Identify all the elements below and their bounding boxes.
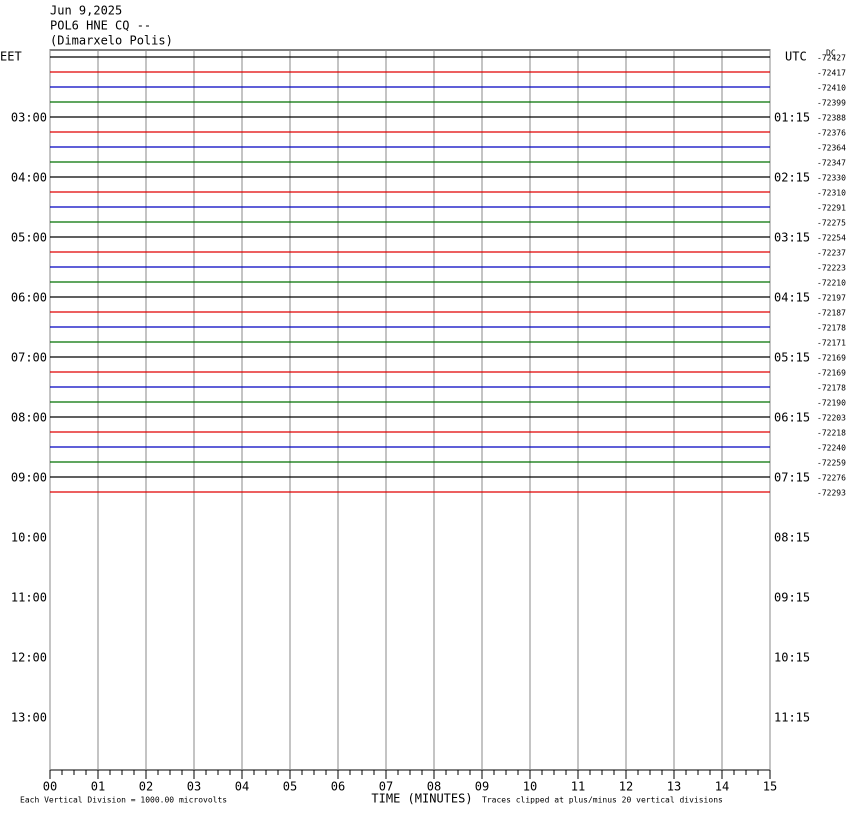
dc-offset: -72169 [817, 369, 846, 378]
left-zone: EET [0, 50, 22, 64]
x-tick-label: 04 [235, 780, 249, 794]
dc-offset: -72347 [817, 159, 846, 168]
left-hour-label: 04:00 [11, 171, 47, 185]
right-hour-label: 06:15 [774, 411, 810, 425]
dc-offset: -72178 [817, 324, 846, 333]
dc-offset: -72178 [817, 384, 846, 393]
dc-offset: -72210 [817, 279, 846, 288]
header-location: (Dimarxelo Polis) [50, 34, 173, 48]
right-zone: UTC [785, 50, 807, 64]
dc-offset: -72310 [817, 189, 846, 198]
dc-offset: -72410 [817, 84, 846, 93]
dc-offset: -72427 [817, 54, 846, 63]
dc-offset: -72330 [817, 174, 846, 183]
dc-offset: -72388 [817, 114, 846, 123]
x-tick-label: 10 [523, 780, 537, 794]
x-tick-label: 11 [571, 780, 585, 794]
dc-offset: -72259 [817, 459, 846, 468]
right-hour-label: 05:15 [774, 351, 810, 365]
left-hour-label: 12:00 [11, 651, 47, 665]
dc-offset: -72417 [817, 69, 846, 78]
left-hour-label: 05:00 [11, 231, 47, 245]
x-axis-label: TIME (MINUTES) [371, 792, 472, 806]
x-tick-label: 05 [283, 780, 297, 794]
x-tick-label: 15 [763, 780, 777, 794]
x-tick-label: 08 [427, 780, 441, 794]
left-hour-label: 03:00 [11, 111, 47, 125]
left-hour-label: 07:00 [11, 351, 47, 365]
dc-offset: -72399 [817, 99, 846, 108]
right-hour-label: 09:15 [774, 591, 810, 605]
left-hour-label: 06:00 [11, 291, 47, 305]
right-hour-label: 07:15 [774, 471, 810, 485]
left-hour-label: 08:00 [11, 411, 47, 425]
right-hour-label: 01:15 [774, 111, 810, 125]
x-tick-label: 01 [91, 780, 105, 794]
header-station: POL6 HNE CQ -- [50, 19, 151, 33]
right-hour-label: 11:15 [774, 711, 810, 725]
x-tick-label: 02 [139, 780, 153, 794]
dc-offset: -72203 [817, 414, 846, 423]
left-hour-label: 11:00 [11, 591, 47, 605]
x-tick-label: 06 [331, 780, 345, 794]
dc-offset: -72293 [817, 489, 846, 498]
left-hour-label: 09:00 [11, 471, 47, 485]
header-date: Jun 9,2025 [50, 4, 122, 18]
dc-offset: -72187 [817, 309, 846, 318]
dc-offset: -72218 [817, 429, 846, 438]
x-tick-label: 12 [619, 780, 633, 794]
scale-note: Each Vertical Division = 1000.00 microvo… [20, 796, 227, 805]
left-hour-label: 10:00 [11, 531, 47, 545]
dc-offset: -72364 [817, 144, 846, 153]
dc-offset: -72171 [817, 339, 846, 348]
dc-offset: -72276 [817, 474, 846, 483]
left-hour-label: 13:00 [11, 711, 47, 725]
x-tick-label: 14 [715, 780, 729, 794]
dc-offset: -72240 [817, 444, 846, 453]
dc-offset: -72254 [817, 234, 846, 243]
dc-offset: -72237 [817, 249, 846, 258]
dc-offset: -72291 [817, 204, 846, 213]
dc-offset: -72197 [817, 294, 846, 303]
right-hour-label: 08:15 [774, 531, 810, 545]
dc-offset: -72169 [817, 354, 846, 363]
dc-offset: -72223 [817, 264, 846, 273]
x-tick-label: 09 [475, 780, 489, 794]
x-tick-label: 13 [667, 780, 681, 794]
dc-label: DC [826, 49, 836, 58]
x-tick-label: 07 [379, 780, 393, 794]
plot-frame [49, 49, 771, 771]
clip-note: Traces clipped at plus/minus 20 vertical… [482, 796, 723, 805]
right-hour-label: 03:15 [774, 231, 810, 245]
right-hour-label: 10:15 [774, 651, 810, 665]
dc-offset: -72376 [817, 129, 846, 138]
x-tick-label: 03 [187, 780, 201, 794]
right-hour-label: 04:15 [774, 291, 810, 305]
dc-offset: -72275 [817, 219, 846, 228]
x-tick-label: 00 [43, 780, 57, 794]
right-hour-label: 02:15 [774, 171, 810, 185]
dc-offset: -72190 [817, 399, 846, 408]
